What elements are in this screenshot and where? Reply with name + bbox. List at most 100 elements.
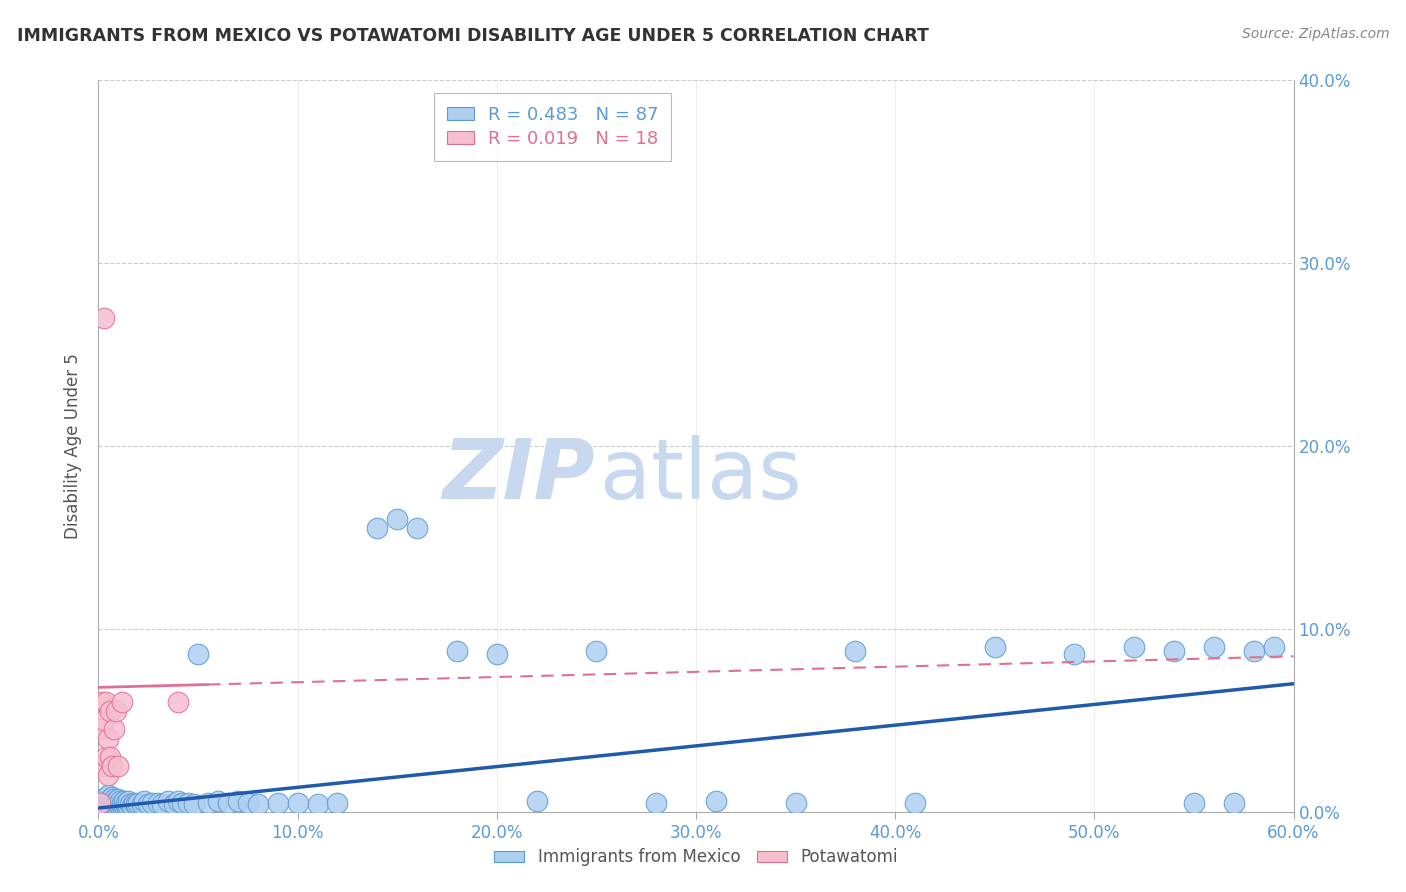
Point (167, 695, 190, 709)
Point (111, 799, 134, 814)
Point (100, 799, 122, 814)
Y-axis label: Disability Age Under 5: Disability Age Under 5 (65, 353, 83, 539)
Point (267, 796, 290, 810)
Point (406, 521, 429, 535)
Point (110, 794, 132, 808)
Point (93, 311, 115, 326)
Point (172, 796, 194, 810)
Point (107, 801, 129, 815)
Point (100, 749, 122, 764)
Point (93, 759, 115, 773)
Point (91, 797, 114, 812)
Point (97, 789, 120, 803)
Point (110, 799, 132, 814)
Point (101, 797, 124, 812)
Point (1063, 648, 1085, 662)
Point (107, 759, 129, 773)
Point (97, 731, 120, 746)
Point (97, 797, 120, 812)
Point (96, 796, 118, 810)
Point (177, 796, 200, 810)
Point (93, 799, 115, 814)
Point (446, 644, 468, 658)
Point (101, 794, 124, 808)
Point (1222, 796, 1246, 810)
Point (1182, 796, 1205, 810)
Point (115, 799, 138, 814)
Point (97, 768, 120, 782)
Point (107, 792, 129, 806)
Point (103, 796, 125, 810)
Point (100, 796, 122, 810)
Point (167, 794, 190, 808)
Point (125, 797, 148, 812)
Point (197, 796, 219, 810)
Point (585, 644, 607, 658)
Point (246, 797, 269, 812)
Legend: Immigrants from Mexico, Potawatomi: Immigrants from Mexico, Potawatomi (488, 841, 904, 873)
Point (307, 797, 329, 812)
Point (217, 796, 239, 810)
Point (131, 797, 153, 812)
Point (112, 794, 135, 808)
Point (134, 794, 156, 808)
Point (105, 794, 128, 808)
Point (89, 799, 111, 814)
Point (984, 640, 1007, 655)
Point (91, 695, 114, 709)
Point (236, 796, 259, 810)
Point (101, 790, 124, 805)
Point (91, 794, 114, 808)
Point (183, 797, 205, 812)
Point (226, 794, 249, 808)
Point (115, 796, 138, 810)
Point (105, 704, 128, 718)
Point (111, 695, 134, 709)
Point (1123, 640, 1146, 655)
Point (124, 796, 146, 810)
Point (97, 799, 120, 814)
Point (103, 799, 125, 814)
Point (96, 801, 118, 815)
Point (163, 797, 186, 812)
Text: Source: ZipAtlas.com: Source: ZipAtlas.com (1241, 27, 1389, 41)
Point (326, 796, 349, 810)
Point (93, 792, 115, 806)
Point (645, 796, 668, 810)
Point (141, 796, 163, 810)
Point (101, 759, 124, 773)
Point (91, 723, 114, 737)
Point (1202, 640, 1225, 655)
Point (93, 714, 115, 728)
Point (157, 794, 180, 808)
Point (100, 792, 122, 806)
Point (187, 648, 209, 662)
Point (100, 704, 122, 718)
Point (105, 799, 128, 814)
Point (96, 695, 118, 709)
Point (844, 644, 866, 658)
Point (385, 512, 409, 526)
Point (704, 794, 727, 808)
Text: IMMIGRANTS FROM MEXICO VS POTAWATOMI DISABILITY AGE UNDER 5 CORRELATION CHART: IMMIGRANTS FROM MEXICO VS POTAWATOMI DIS… (17, 27, 929, 45)
Point (526, 794, 548, 808)
Point (287, 796, 309, 810)
Point (485, 648, 508, 662)
Point (117, 799, 139, 814)
Point (103, 792, 125, 806)
Point (107, 797, 129, 812)
Point (366, 521, 388, 535)
Text: ZIP: ZIP (441, 434, 595, 516)
Point (120, 797, 142, 812)
Point (150, 797, 173, 812)
Point (97, 794, 120, 808)
Point (112, 799, 135, 814)
Point (1263, 640, 1285, 655)
Point (89, 796, 111, 810)
Point (1163, 644, 1185, 658)
Point (121, 799, 143, 814)
Point (136, 797, 159, 812)
Point (101, 801, 124, 815)
Point (207, 794, 229, 808)
Point (96, 749, 118, 764)
